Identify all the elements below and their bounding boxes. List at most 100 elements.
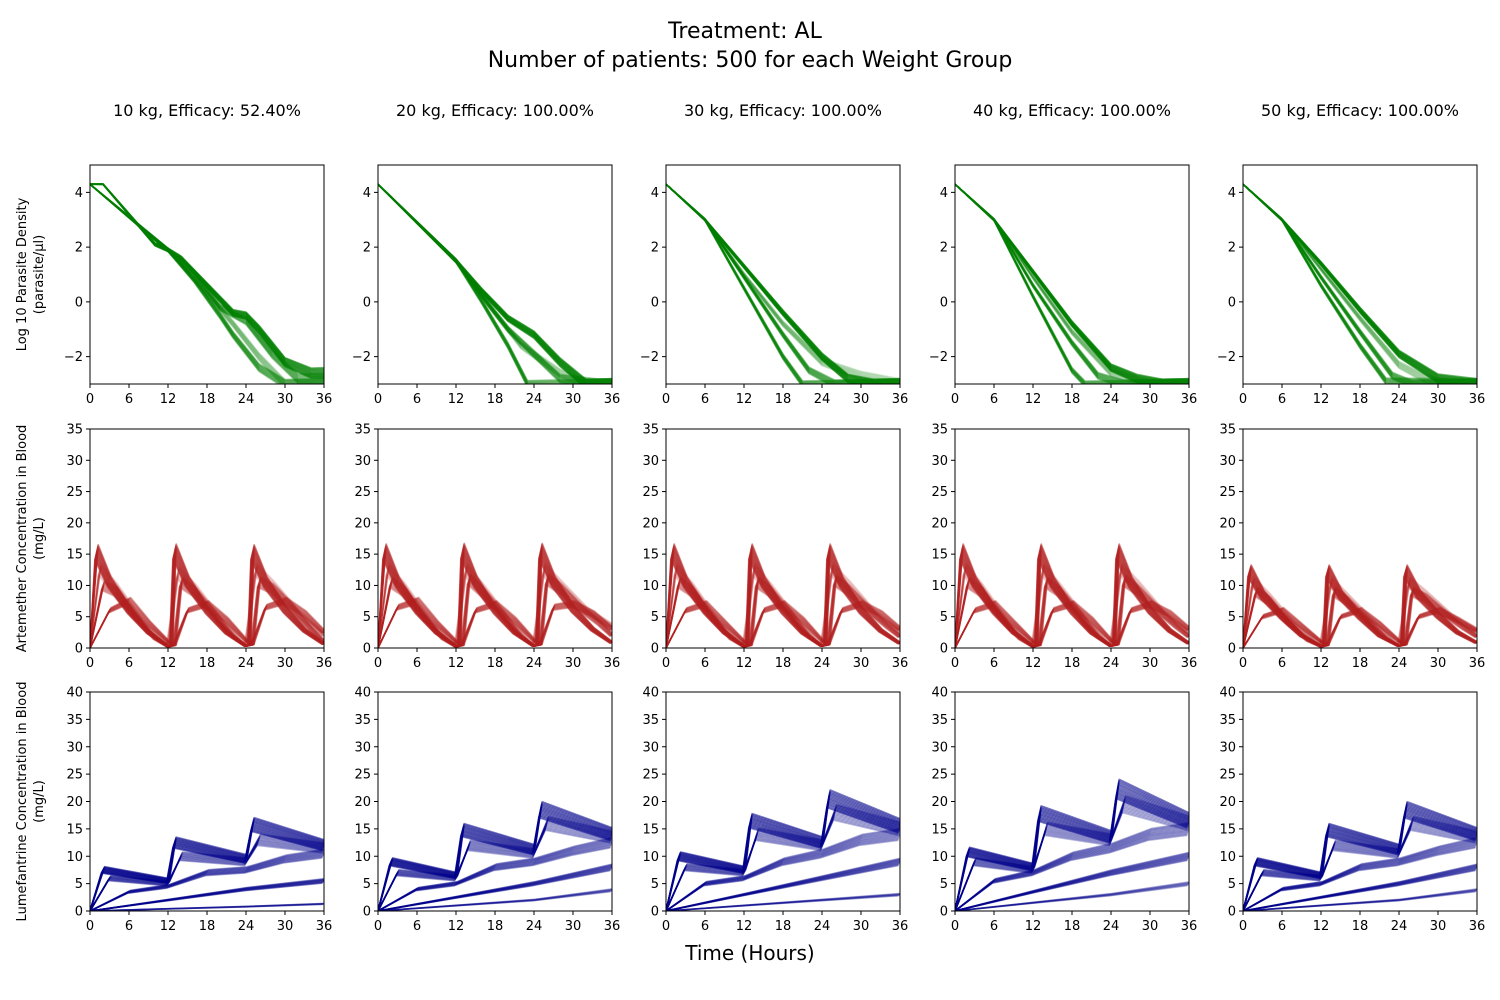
y-tick-label: 25 <box>931 768 948 783</box>
series-line <box>378 183 612 383</box>
series-line <box>90 183 324 384</box>
y-tick-label: 10 <box>931 579 948 594</box>
series-line <box>1243 183 1477 383</box>
series-line <box>90 882 323 911</box>
x-tick-label: 0 <box>86 656 94 671</box>
x-tick-label: 18 <box>1064 656 1081 671</box>
series-line <box>90 567 324 648</box>
series-line <box>378 183 612 383</box>
series-line <box>1243 864 1477 911</box>
y-tick-label: 30 <box>66 740 83 755</box>
series-line <box>90 879 324 911</box>
series-line <box>1243 845 1476 911</box>
series-line <box>378 564 612 648</box>
series-line <box>378 183 612 384</box>
series-line <box>90 903 323 911</box>
curve-bundle <box>955 543 1189 648</box>
row-label-3: Lumefantrine Concentration in Blood <box>15 682 30 922</box>
series-line <box>378 889 612 911</box>
x-tick-label: 24 <box>1103 392 1120 407</box>
series-line <box>378 183 612 380</box>
series-line <box>1243 183 1477 384</box>
series-line <box>378 864 612 911</box>
y-tick-label: 25 <box>1219 485 1236 500</box>
series-line <box>90 580 324 648</box>
series-line <box>378 183 528 384</box>
series-line <box>90 183 324 384</box>
y-tick-label: 2 <box>651 241 659 256</box>
x-tick-label: 30 <box>1430 392 1447 407</box>
y-tick-label: 10 <box>354 579 371 594</box>
series-line <box>90 183 285 384</box>
series-line <box>90 543 324 648</box>
series-line <box>955 805 1189 911</box>
series-line <box>378 869 611 911</box>
series-line <box>90 844 323 911</box>
y-tick-label: 0 <box>651 642 659 657</box>
series-line <box>1243 606 1477 648</box>
series-line <box>90 879 324 911</box>
series-line <box>955 810 1188 911</box>
y-tick-label: 0 <box>1228 295 1236 310</box>
series-line <box>666 582 900 648</box>
series-line <box>1243 583 1477 648</box>
series-line <box>666 183 900 384</box>
series-line <box>666 584 899 648</box>
series-line <box>1243 183 1477 381</box>
series-line <box>378 183 612 382</box>
series-line <box>955 825 1189 911</box>
series-line <box>1243 829 1476 911</box>
series-line <box>1243 890 1476 911</box>
series-line <box>378 817 612 911</box>
series-line <box>1243 841 1477 911</box>
series-line <box>666 183 900 384</box>
x-tick-label: 24 <box>1391 392 1408 407</box>
x-tick-label: 0 <box>951 919 959 934</box>
series-line <box>666 584 900 648</box>
series-line <box>378 863 612 911</box>
x-tick-label: 6 <box>413 919 421 934</box>
series-line <box>955 578 1189 648</box>
x-tick-label: 0 <box>951 656 959 671</box>
series-line <box>955 574 1189 648</box>
series-line <box>378 183 587 384</box>
y-tick-label: 35 <box>66 423 83 438</box>
series-line <box>90 183 324 382</box>
y-tick-label: 35 <box>1219 713 1236 728</box>
series-line <box>955 852 1189 911</box>
series-line <box>378 183 612 382</box>
series-line <box>1243 183 1445 384</box>
series-line <box>666 579 900 648</box>
series-line <box>666 183 900 381</box>
series-line <box>378 826 612 911</box>
x-tick-label: 36 <box>892 919 909 934</box>
series-line <box>1243 839 1477 911</box>
series-line <box>378 183 527 384</box>
series-line <box>378 183 583 384</box>
series-line <box>90 183 324 384</box>
series-line <box>90 183 324 381</box>
series-line <box>666 565 900 648</box>
series-line <box>90 183 286 384</box>
series-line <box>90 877 324 911</box>
series-line <box>1243 594 1477 648</box>
series-line <box>90 183 284 384</box>
series-line <box>666 837 899 911</box>
series-line <box>1243 847 1476 911</box>
x-tick-label: 12 <box>1313 919 1330 934</box>
panel-artemether-10kg: 0 6 12 18 24 30 36 0 5 10 15 20 25 30 35 <box>66 423 332 672</box>
x-tick-label: 18 <box>1352 656 1369 671</box>
series-line <box>666 606 900 648</box>
series-line <box>1243 183 1477 384</box>
series-line <box>90 183 282 384</box>
series-line <box>1243 183 1477 381</box>
series-line <box>378 597 612 648</box>
series-line <box>378 890 612 911</box>
series-line <box>666 569 900 648</box>
series-line <box>90 903 324 911</box>
x-tick-label: 36 <box>1181 656 1198 671</box>
series-line <box>955 183 1086 384</box>
series-line <box>90 903 323 911</box>
series-line <box>666 863 900 911</box>
